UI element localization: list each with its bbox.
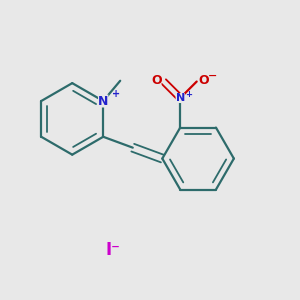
Text: −: − bbox=[208, 71, 218, 81]
Text: O: O bbox=[151, 74, 162, 87]
Text: I⁻: I⁻ bbox=[105, 241, 120, 259]
Text: +: + bbox=[112, 89, 120, 99]
Text: +: + bbox=[185, 90, 192, 99]
Text: N: N bbox=[176, 93, 185, 103]
Text: N: N bbox=[98, 94, 108, 107]
Text: O: O bbox=[199, 74, 209, 87]
